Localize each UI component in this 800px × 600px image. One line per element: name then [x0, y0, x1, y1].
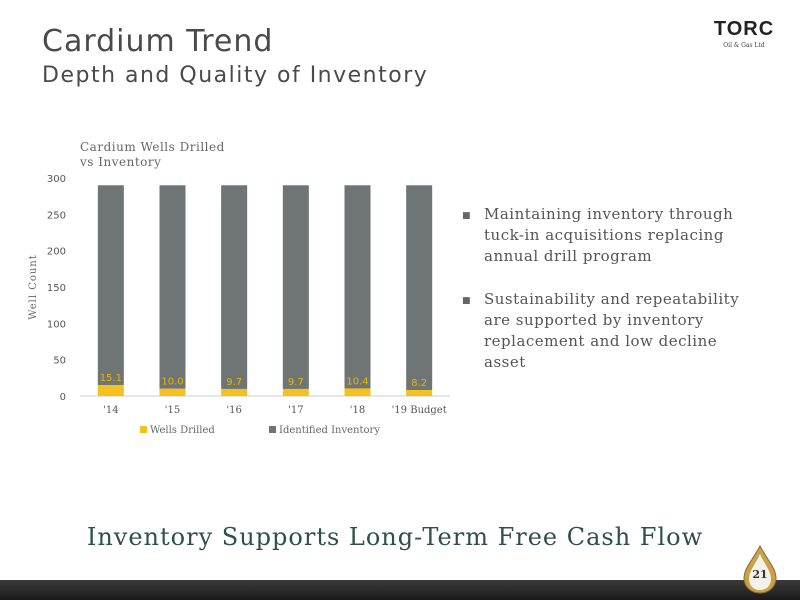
oil-drop-icon: [743, 544, 777, 594]
wells-drilled-data-label: 10.4: [346, 376, 368, 387]
chart-title: Cardium Wells Drilled vs Inventory: [80, 140, 260, 170]
legend-label-wells-drilled: Wells Drilled: [150, 425, 215, 436]
bullet-item: ■ Maintaining inventory through tuck-in …: [462, 204, 762, 267]
bullet-item: ■ Sustainability and repeatability are s…: [462, 289, 762, 373]
x-tick-label: '19 Budget: [392, 405, 447, 416]
wells-drilled-data-label: 8.2: [411, 378, 427, 389]
inventory-bar: [282, 185, 309, 389]
inventory-bar: [97, 185, 124, 386]
company-logo: TORC Oil & Gas Ltd: [708, 18, 780, 54]
y-tick-label: 0: [60, 392, 66, 403]
page-subtitle: Depth and Quality of Inventory: [42, 63, 429, 88]
wells-drilled-bar: [282, 388, 309, 396]
wells-drilled-bar: [221, 388, 248, 396]
wells-drilled-bar: [97, 385, 124, 396]
footer-bar: [0, 580, 800, 600]
y-tick-label: 150: [47, 283, 66, 294]
square-bullet-icon: ■: [462, 211, 472, 221]
inventory-bar: [159, 185, 186, 389]
page-title: Cardium Trend: [42, 24, 274, 59]
wells-drilled-bar: [159, 388, 186, 396]
page-number: 21: [752, 568, 768, 581]
tagline: Inventory Supports Long-Term Free Cash F…: [86, 523, 704, 551]
x-tick-label: '15: [165, 405, 180, 416]
square-bullet-icon: ■: [462, 296, 472, 306]
wells-drilled-data-label: 9.7: [226, 377, 242, 388]
x-tick-label: '16: [226, 405, 241, 416]
x-tick-label: '17: [288, 405, 303, 416]
inventory-bar: [406, 185, 433, 391]
bullet-list: ■ Maintaining inventory through tuck-in …: [462, 204, 762, 395]
y-axis-label: Well Count: [28, 254, 39, 320]
bullet-text: Maintaining inventory through tuck-in ac…: [484, 205, 734, 265]
legend-swatch-identified-inventory: [269, 426, 276, 433]
inventory-bar: [221, 185, 248, 389]
chart-title-line-1: Cardium Wells Drilled: [80, 140, 225, 154]
inventory-bar: [344, 185, 371, 389]
y-tick-label: 300: [47, 174, 66, 185]
legend-swatch-wells-drilled: [140, 426, 147, 433]
logo-subtext: Oil & Gas Ltd: [723, 42, 765, 49]
legend-label-identified-inventory: Identified Inventory: [279, 425, 380, 436]
wells-drilled-bar: [406, 390, 433, 396]
logo-wordmark: TORC: [713, 18, 775, 40]
wells-drilled-data-label: 15.1: [100, 373, 122, 384]
y-tick-label: 50: [53, 356, 66, 367]
bullet-text: Sustainability and repeatability are sup…: [484, 290, 740, 371]
y-tick-label: 200: [47, 247, 66, 258]
x-tick-label: '18: [350, 405, 365, 416]
chart-title-line-2: vs Inventory: [80, 155, 162, 169]
wells-drilled-bar: [344, 388, 371, 396]
wells-drilled-data-label: 10.0: [161, 377, 183, 388]
x-tick-label: '14: [103, 405, 118, 416]
y-tick-label: 100: [47, 319, 66, 330]
y-tick-label: 250: [47, 210, 66, 221]
wells-drilled-data-label: 9.7: [288, 377, 304, 388]
